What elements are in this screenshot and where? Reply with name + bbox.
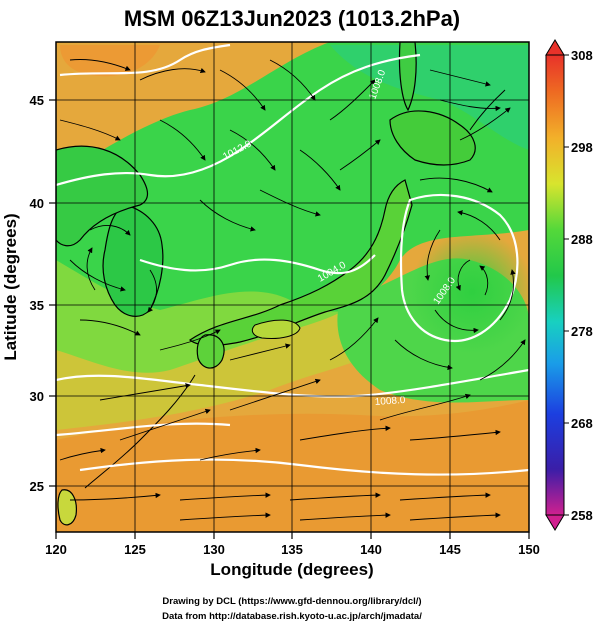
colorbar-tick-label: 268 bbox=[571, 416, 593, 431]
colorbar-gradient bbox=[545, 54, 565, 516]
colorbar-tick-label: 258 bbox=[571, 508, 593, 523]
y-tick-label: 40 bbox=[30, 196, 44, 211]
field-yellow-mid bbox=[56, 260, 420, 430]
y-tick-label: 25 bbox=[30, 479, 44, 494]
colorbar-tick-label: 288 bbox=[571, 232, 593, 247]
colorbar: 308 298 288 278 268 258 bbox=[545, 39, 593, 531]
credit-drawing: Drawing by DCL (https://www.gfd-dennou.o… bbox=[162, 596, 421, 607]
plot-area: 1008.0 1008.0 1012.0 1004.0 1008.0 bbox=[56, 42, 529, 532]
isobar-contours bbox=[56, 43, 529, 476]
colorbar-tick-label: 278 bbox=[571, 324, 593, 339]
kuril-islands bbox=[469, 89, 506, 131]
y-tick-label: 45 bbox=[30, 93, 44, 108]
x-axis-label: Longitude (degrees) bbox=[210, 560, 373, 579]
x-tick-label: 130 bbox=[203, 542, 225, 557]
ryukyu-islands bbox=[84, 374, 196, 489]
x-tick-label: 120 bbox=[45, 542, 67, 557]
landmass-kyushu bbox=[196, 334, 225, 369]
y-axis-label: Latitude (degrees) bbox=[1, 213, 20, 360]
y-tick-label: 30 bbox=[30, 389, 44, 404]
landmass-mainland bbox=[56, 145, 149, 247]
colorbar-tick-label: 298 bbox=[571, 140, 593, 155]
x-tick-label: 135 bbox=[281, 542, 303, 557]
x-tick-label: 150 bbox=[518, 542, 540, 557]
wind-streamlines bbox=[59, 59, 526, 521]
map-title: MSM 06Z13Jun2023 (1013.2hPa) bbox=[124, 6, 460, 31]
landmass-taiwan bbox=[57, 489, 77, 526]
colorbar-bottom-triangle bbox=[545, 514, 565, 531]
x-tick-label: 125 bbox=[124, 542, 146, 557]
landmass-shikoku bbox=[251, 319, 301, 339]
low-pressure-core bbox=[410, 230, 529, 354]
gridlines bbox=[56, 42, 529, 532]
colorbar-top-triangle bbox=[545, 39, 565, 56]
isobar-label: 1008.0 bbox=[374, 395, 406, 408]
y-tick-label: 35 bbox=[30, 298, 44, 313]
colorbar-tick-label: 308 bbox=[571, 48, 593, 63]
landmass-sakhalin bbox=[398, 42, 417, 112]
landmass-hokkaido bbox=[389, 110, 476, 166]
tick-marks bbox=[49, 99, 530, 539]
credit-data-source: Data from http://database.rish.kyoto-u.a… bbox=[162, 611, 422, 622]
x-tick-label: 140 bbox=[360, 542, 382, 557]
x-tick-label: 145 bbox=[439, 542, 461, 557]
field-cool-north bbox=[330, 45, 529, 150]
